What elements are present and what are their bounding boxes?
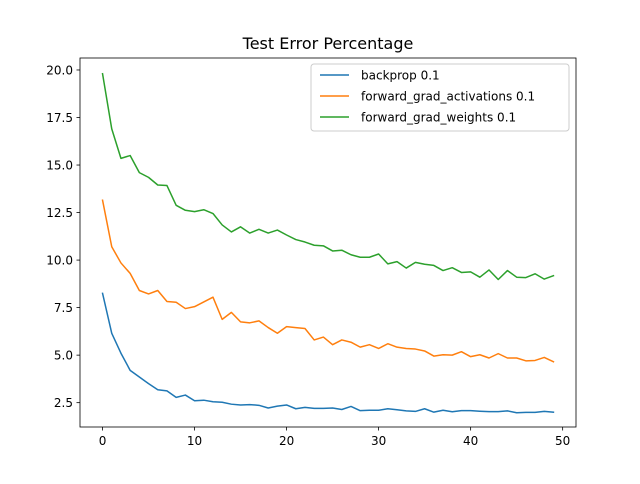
x-tick-label: 40 — [463, 434, 478, 448]
series-line-2 — [101, 72, 555, 281]
series-lines — [101, 72, 555, 414]
x-tick-label: 50 — [555, 434, 570, 448]
legend-box — [310, 63, 570, 132]
y-tick-label: 7.5 — [54, 301, 73, 315]
chart-title: Test Error Percentage — [242, 34, 414, 53]
x-tick-label: 20 — [279, 434, 294, 448]
legend-label-2: forward_grad_weights 0.1 — [361, 111, 516, 125]
plot-frame — [79, 57, 577, 428]
x-tick-label: 30 — [371, 434, 386, 448]
legend-label-0: backprop 0.1 — [361, 69, 440, 83]
y-axis-ticks: 2.5 5.0 7.5 10.0 12.5 15.0 17.5 20.0 — [46, 63, 80, 410]
y-tick-label: 2.5 — [54, 396, 73, 410]
y-tick-label: 10.0 — [46, 254, 73, 268]
y-tick-label: 5.0 — [54, 349, 73, 363]
x-tick-label: 0 — [99, 434, 107, 448]
series-line-1 — [101, 199, 555, 363]
y-tick-label: 17.5 — [46, 111, 73, 125]
legend-label-1: forward_grad_activations 0.1 — [361, 90, 535, 104]
series-line-0 — [101, 292, 555, 414]
y-tick-label: 15.0 — [46, 159, 73, 173]
legend: backprop 0.1 forward_grad_activations 0.1… — [310, 63, 570, 132]
y-tick-label: 20.0 — [46, 63, 73, 77]
x-axis-ticks: 0 10 20 30 40 50 — [99, 427, 570, 448]
y-tick-label: 12.5 — [46, 206, 73, 220]
x-tick-label: 10 — [187, 434, 202, 448]
